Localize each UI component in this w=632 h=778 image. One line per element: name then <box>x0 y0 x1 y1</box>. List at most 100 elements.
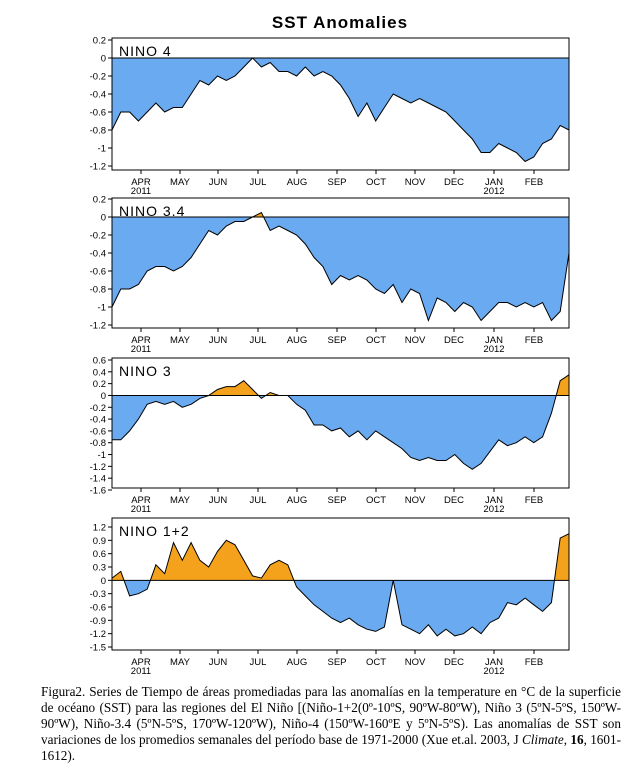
x-tick-label: AUG <box>287 335 308 346</box>
panel-frame <box>111 37 570 171</box>
x-tick-label: APR <box>131 335 151 346</box>
year-label: 2012 <box>483 504 504 515</box>
x-tick-label: JAN <box>485 657 503 668</box>
y-tick-label: -0.8 <box>90 126 106 137</box>
x-tick-label: DEC <box>444 335 464 346</box>
anomaly-series-line <box>112 374 570 470</box>
y-tick-label: -0.4 <box>90 415 106 426</box>
x-tick-label: OCT <box>366 177 386 188</box>
x-tick-label: MAY <box>170 335 191 346</box>
x-tick-label: FEB <box>525 657 543 668</box>
panel-nino-3: 0.60.40.20-0.2-0.4-0.6-0.8-1-1.2-1.4-1.6… <box>90 356 570 515</box>
x-tick-label: FEB <box>525 495 543 506</box>
y-tick-label: -0.2 <box>90 72 106 83</box>
y-tick-label: -0.2 <box>90 231 106 242</box>
anomaly-series-line <box>111 533 570 637</box>
anomaly-series-line <box>111 211 570 322</box>
negative-anomaly-fill <box>112 395 557 470</box>
x-tick-label: AUG <box>287 657 308 668</box>
panel-frame <box>111 197 570 329</box>
x-tick-label: OCT <box>366 335 386 346</box>
x-tick-label: AUG <box>287 177 308 188</box>
y-tick-label: 0.2 <box>93 195 106 206</box>
negative-anomaly-fill <box>123 580 555 636</box>
caption-text: Figura2. Series de Tiempo de áreas prome… <box>41 684 621 747</box>
y-tick-label: -0.3 <box>90 589 106 600</box>
figure-caption: Figura2. Series de Tiempo de áreas prome… <box>41 684 621 764</box>
y-tick-label: -0.6 <box>90 426 106 437</box>
y-tick-label: -0.6 <box>90 267 106 278</box>
x-tick-label: SEP <box>327 495 346 506</box>
region-label: NINO 3 <box>119 363 172 379</box>
x-tick-label: NOV <box>405 495 426 506</box>
x-tick-label: AUG <box>287 495 308 506</box>
year-label: 2012 <box>483 344 504 355</box>
x-tick-label: MAY <box>170 495 191 506</box>
y-tick-label: -0.4 <box>90 249 106 260</box>
sst-anomalies-figure: SST Anomalies 0.20-0.2-0.4-0.6-0.8-1-1.2… <box>90 13 570 677</box>
caption-volume: 16 <box>570 732 584 747</box>
y-tick-label: -0.6 <box>90 108 106 119</box>
x-tick-label: MAY <box>170 657 191 668</box>
x-tick-label: SEP <box>327 335 346 346</box>
x-tick-label: JAN <box>485 335 503 346</box>
y-tick-label: 0.9 <box>93 536 106 547</box>
region-label: NINO 4 <box>119 43 172 59</box>
caption-separator: , <box>563 732 571 747</box>
y-tick-label: -1 <box>98 303 106 314</box>
y-tick-label: -1.5 <box>90 643 106 654</box>
x-tick-label: DEC <box>444 495 464 506</box>
y-tick-label: 0.3 <box>93 563 106 574</box>
x-tick-label: OCT <box>366 657 386 668</box>
negative-anomaly-fill <box>112 217 569 321</box>
y-tick-label: -0.4 <box>90 90 106 101</box>
y-tick-label: 0.2 <box>93 36 106 47</box>
x-tick-label: OCT <box>366 495 386 506</box>
x-tick-label: JUL <box>250 177 267 188</box>
y-tick-label: -0.8 <box>90 438 106 449</box>
y-tick-label: -1.2 <box>90 462 106 473</box>
y-tick-label: -0.2 <box>90 403 106 414</box>
y-tick-label: -1 <box>98 144 106 155</box>
panel-frame <box>111 357 570 489</box>
x-tick-label: JAN <box>485 177 503 188</box>
panel-nino-4: 0.2 0 -0.2 -0.4 -0.6 -0.8 -1 -1.2 APR MAY JUN JUL AU… <box>90 36 570 197</box>
x-tick-label: JUL <box>250 335 267 346</box>
y-tick-label: -0.8 <box>90 285 106 296</box>
year-label: 2011 <box>131 666 151 677</box>
year-label: 2011 <box>131 504 151 515</box>
year-label: 2011 <box>131 344 151 355</box>
x-tick-label: APR <box>131 495 151 506</box>
y-tick-label: 1.2 <box>93 523 106 534</box>
negative-anomaly-fill <box>112 58 569 162</box>
x-tick-label: NOV <box>405 177 426 188</box>
x-tick-label: JUL <box>250 495 267 506</box>
y-tick-label: 0.6 <box>93 549 106 560</box>
x-tick-label: SEP <box>327 177 346 188</box>
y-tick-label: -1.2 <box>90 629 106 640</box>
x-tick-label: NOV <box>405 657 426 668</box>
positive-anomaly-fill <box>112 533 569 581</box>
x-tick-label: SEP <box>327 657 346 668</box>
y-tick-label: -1.6 <box>90 486 106 497</box>
caption-pages: , 1601-1612). <box>41 732 621 763</box>
x-tick-label: JAN <box>485 495 503 506</box>
y-tick-label: -0.6 <box>90 603 106 614</box>
y-tick-label: -1.4 <box>90 474 106 485</box>
panel-frame <box>111 517 570 651</box>
region-label: NINO 1+2 <box>119 523 190 539</box>
y-tick-label: 0 <box>101 576 106 587</box>
y-tick-label: 0.2 <box>93 379 106 390</box>
x-tick-label: APR <box>131 177 151 188</box>
y-tick-label: -0.9 <box>90 616 106 627</box>
panel-nino-1-2: 1.2 0.9 0.6 0.3 0 -0.3 -0.6 -0.9 -1.2 -1.5 APR MAY J… <box>90 517 570 677</box>
year-label: 2012 <box>483 186 504 197</box>
x-tick-label: JUL <box>250 657 267 668</box>
x-tick-label: JUN <box>209 495 228 506</box>
x-tick-label: NOV <box>405 335 426 346</box>
panel-nino-3-4: 0.2 0 -0.2 -0.4 -0.6 -0.8 -1 -1.2 APR MAY JUN JUL AU… <box>90 195 570 355</box>
year-label: 2012 <box>483 666 504 677</box>
figure-title: SST Anomalies <box>272 13 408 32</box>
y-tick-label: -1.2 <box>90 162 106 173</box>
